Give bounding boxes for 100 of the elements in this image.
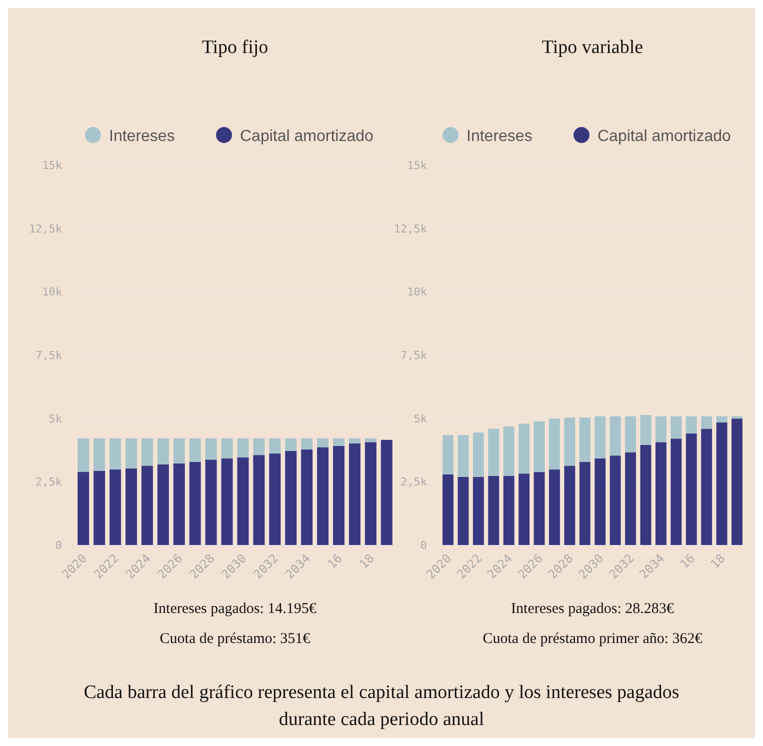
- bar: [701, 428, 712, 545]
- bar: [110, 438, 122, 470]
- bar: [173, 463, 185, 545]
- y-tick-label: 10k: [407, 286, 428, 299]
- bar: [716, 422, 728, 545]
- bar: [564, 418, 576, 466]
- legend-label: Intereses: [109, 128, 175, 145]
- bar: [141, 438, 153, 466]
- bar: [655, 416, 666, 442]
- y-tick-label: 10k: [42, 286, 62, 299]
- bar: [157, 464, 169, 545]
- bar: [253, 455, 265, 545]
- bar: [237, 457, 249, 545]
- bar: [205, 438, 217, 460]
- bar: [94, 438, 106, 471]
- bar: [348, 443, 360, 545]
- bar: [488, 428, 500, 476]
- bar: [579, 462, 590, 545]
- bar: [94, 470, 106, 545]
- text: Intereses pagados: 14.195€: [154, 601, 317, 617]
- bar: [594, 458, 606, 545]
- y-tick-label: 12,5k: [394, 222, 428, 236]
- y-tick-label: 2,5k: [400, 476, 428, 489]
- bar: [348, 438, 360, 444]
- bar: [333, 446, 345, 545]
- x-tick-label: 18: [708, 551, 728, 572]
- bar: [458, 476, 469, 545]
- bar: [472, 432, 484, 477]
- bar: [518, 424, 530, 474]
- x-tick-label: 16: [324, 551, 345, 572]
- y-tick-label: 0: [55, 539, 62, 552]
- bar: [141, 466, 153, 545]
- bar: [640, 444, 652, 545]
- chart-title: Tipo fijo: [202, 37, 268, 58]
- bar: [625, 416, 636, 452]
- bar: [579, 418, 590, 462]
- bar: [221, 458, 233, 545]
- legend-label: Intereses: [466, 128, 532, 145]
- bar: [301, 438, 313, 450]
- bar: [173, 438, 185, 464]
- bar: [594, 416, 606, 458]
- bar: [78, 472, 90, 545]
- bar: [701, 416, 712, 429]
- bar: [364, 438, 376, 442]
- bar: [670, 438, 682, 545]
- bar: [534, 421, 545, 472]
- bar: [364, 442, 376, 545]
- bar: [301, 449, 313, 545]
- y-tick-label: 7,5k: [400, 349, 428, 362]
- bar: [564, 466, 576, 545]
- bar: [670, 416, 682, 439]
- bar: [503, 426, 514, 476]
- text: Cuota de préstamo: 351€: [160, 631, 311, 647]
- y-tick-label: 5k: [414, 412, 428, 426]
- bar: [640, 415, 652, 445]
- bar: [269, 438, 281, 454]
- bar: [380, 440, 392, 545]
- text: Cuota de préstamo primer año: 362€: [482, 631, 703, 647]
- bar: [157, 438, 169, 464]
- bar: [189, 462, 201, 545]
- bar: [610, 416, 621, 456]
- y-tick-label: 15k: [42, 159, 62, 172]
- legend-label: Capital amortizado: [598, 128, 731, 145]
- bar: [285, 451, 297, 545]
- bar: [518, 474, 530, 545]
- bar: [78, 438, 90, 472]
- bar: [285, 438, 297, 452]
- bar: [503, 476, 514, 545]
- bar: [548, 418, 560, 470]
- bar: [317, 438, 329, 448]
- y-tick-label: 0: [420, 539, 427, 552]
- bar: [548, 470, 560, 545]
- legend-label: Capital amortizado: [240, 128, 374, 145]
- bar: [442, 474, 454, 545]
- x-tick-label: 16: [677, 551, 698, 572]
- bar: [221, 438, 233, 458]
- bar: [125, 468, 137, 545]
- bar: [686, 416, 697, 434]
- bar: [269, 454, 281, 545]
- bar: [686, 434, 697, 545]
- bar: [317, 447, 329, 545]
- bar: [716, 416, 728, 422]
- bar: [625, 452, 636, 545]
- bar: [472, 476, 484, 545]
- y-tick-label: 15k: [407, 159, 428, 172]
- bar: [610, 456, 621, 545]
- bar: [189, 438, 201, 462]
- bar: [205, 460, 217, 545]
- bar: [237, 438, 249, 458]
- bar: [442, 435, 454, 474]
- x-tick-label: 18: [356, 551, 377, 572]
- bar: [110, 470, 122, 545]
- bar: [253, 438, 265, 456]
- bar: [458, 435, 469, 477]
- bar: [333, 438, 345, 446]
- bar: [732, 418, 742, 545]
- text: Cada barra del gráfico representa el capital amortizado y los intereses pagados durante cada periodo anual: [84, 682, 680, 730]
- y-tick-label: 5k: [48, 412, 62, 426]
- text: Intereses pagados: 28.283€: [511, 601, 674, 617]
- bar: [488, 476, 500, 545]
